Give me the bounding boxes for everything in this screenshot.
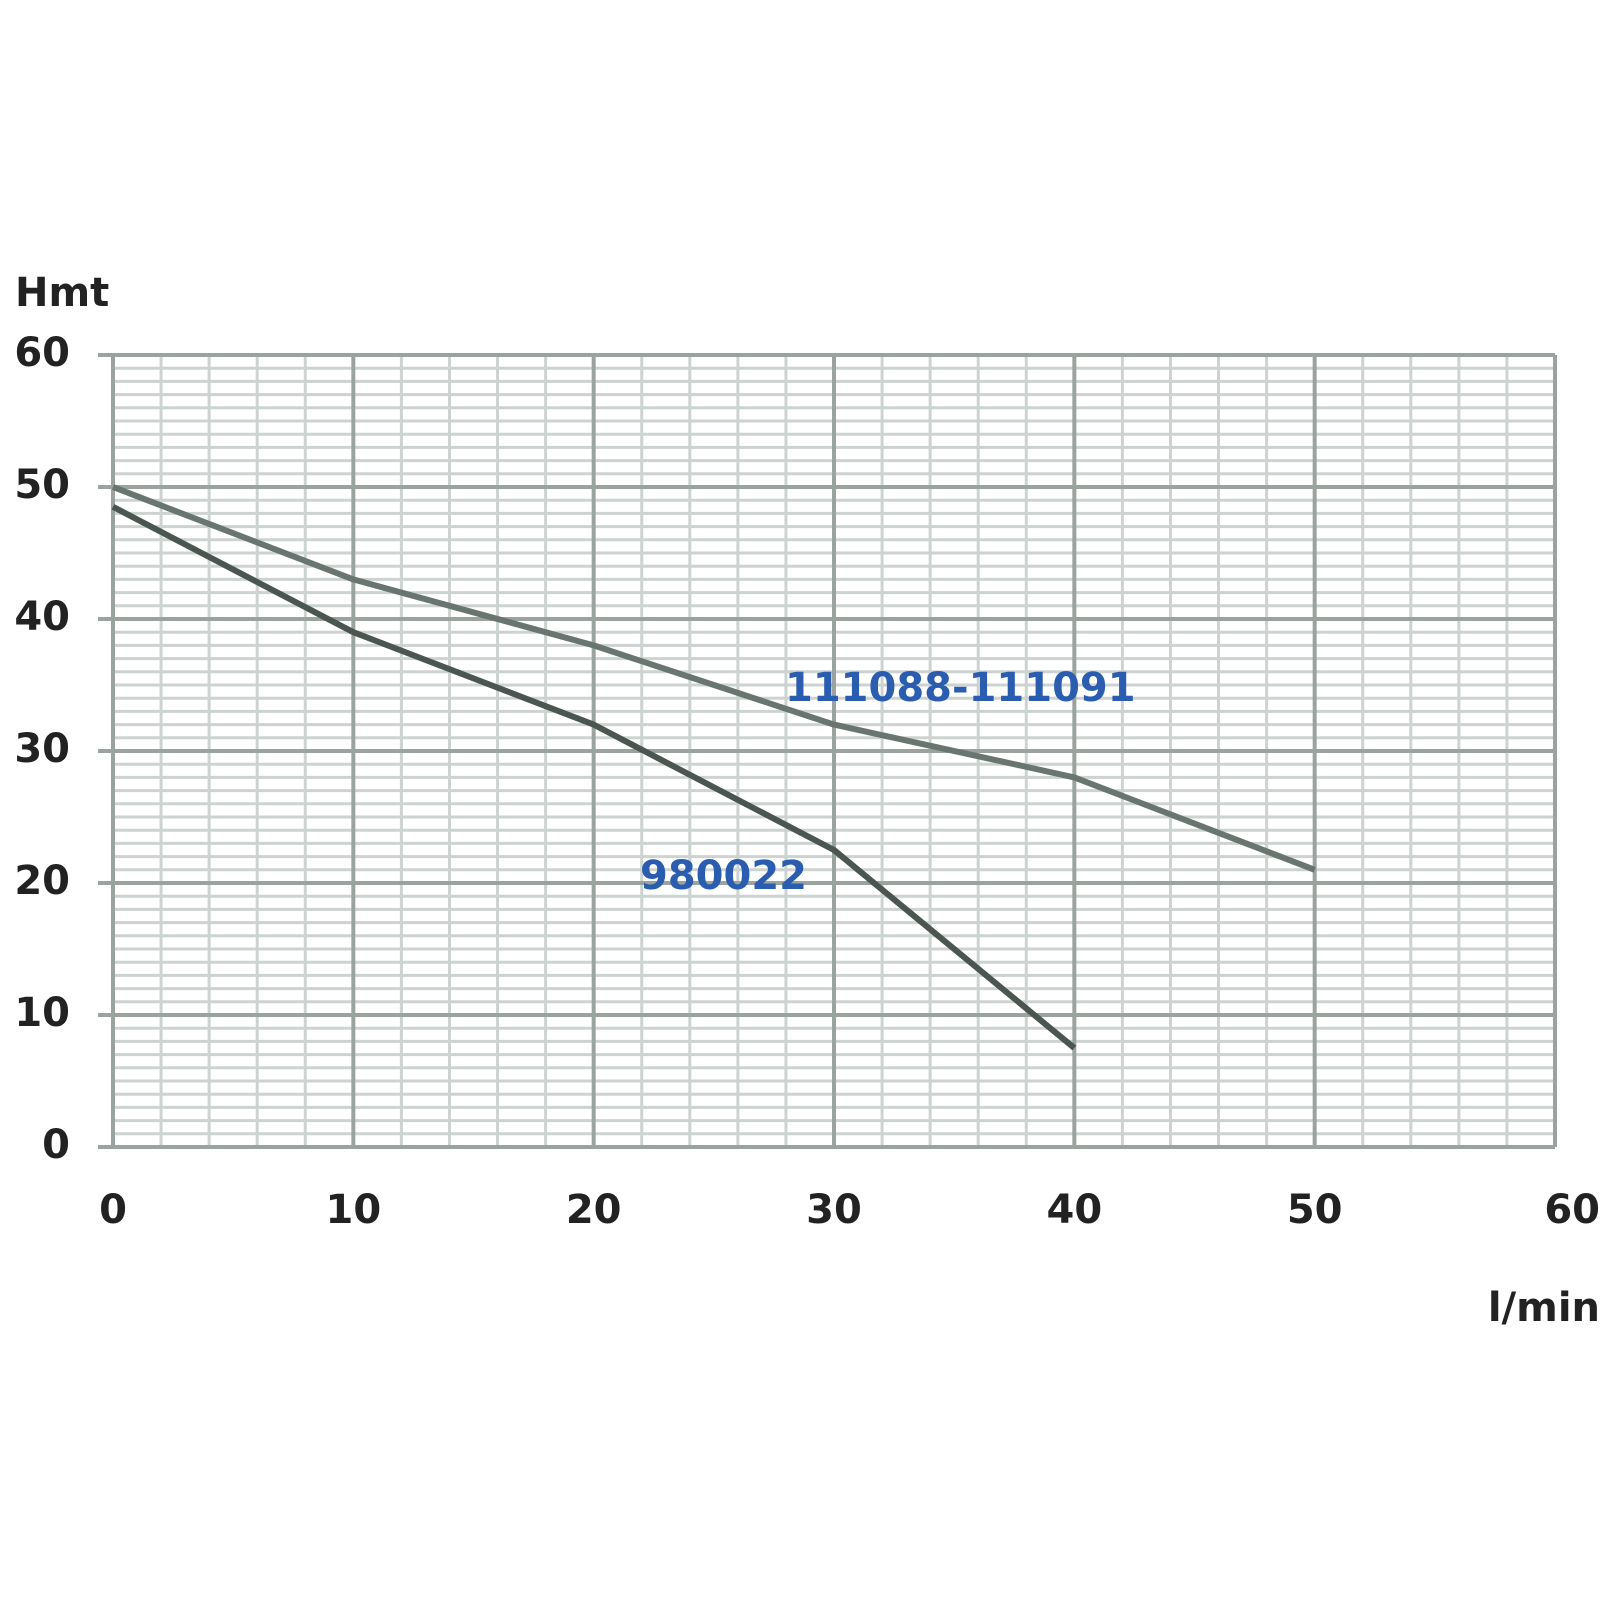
series-line: [111, 484, 1316, 873]
y-axis-label: Hmt: [15, 270, 109, 316]
series-label: 111088-111091: [785, 665, 1136, 711]
y-tick-label: 40: [14, 594, 70, 640]
x-tick-label: 60: [1544, 1187, 1600, 1233]
x-tick-label: 0: [99, 1187, 127, 1233]
x-tick-label: 30: [806, 1187, 862, 1233]
y-tick-label: 20: [14, 858, 70, 904]
series-line: [111, 504, 1077, 1051]
y-tick-label: 0: [42, 1122, 70, 1168]
y-tick-label: 10: [14, 990, 70, 1036]
x-tick-label: 10: [325, 1187, 381, 1233]
x-tick-label: 40: [1046, 1187, 1102, 1233]
y-tick-label: 30: [14, 726, 70, 772]
x-tick-label: 50: [1287, 1187, 1343, 1233]
series-label: 980022: [640, 853, 807, 899]
y-tick-label: 50: [14, 462, 70, 508]
y-tick-label: 60: [14, 330, 70, 376]
x-axis-label: l/min: [1488, 1285, 1600, 1331]
x-tick-label: 20: [566, 1187, 622, 1233]
